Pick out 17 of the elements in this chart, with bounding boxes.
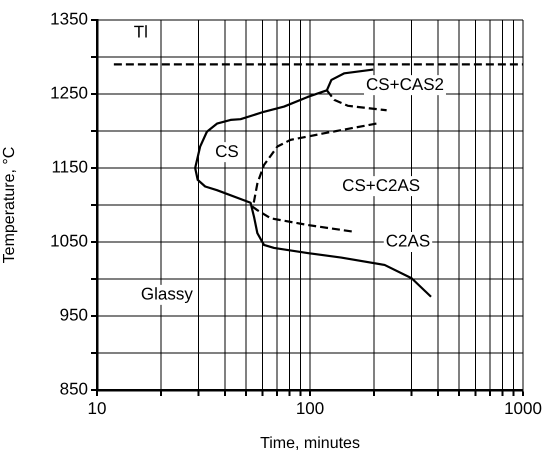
- annotation: CS: [215, 142, 239, 161]
- y-tick-label: 950: [60, 306, 88, 325]
- annotation: Glassy: [140, 284, 194, 304]
- x-axis-title: Time, minutes: [260, 434, 360, 452]
- y-axis-title: Temperature, °C: [1, 146, 18, 264]
- y-tick-label: 1250: [50, 84, 88, 103]
- x-tick-label: 100: [296, 398, 324, 418]
- annotation: CS+C2AS: [342, 176, 420, 195]
- y-tick-label: 1150: [51, 158, 88, 177]
- annotation: Tl: [134, 22, 148, 42]
- y-tick-label: 1350: [50, 10, 88, 29]
- x-tick-label: 1000: [504, 398, 542, 418]
- y-tick-label: 850: [60, 380, 88, 399]
- annotation: C2AS: [386, 232, 430, 251]
- annotation: CS+CAS2: [366, 74, 444, 94]
- x-tick-label: 10: [88, 398, 106, 418]
- y-tick-label: 1050: [50, 232, 88, 251]
